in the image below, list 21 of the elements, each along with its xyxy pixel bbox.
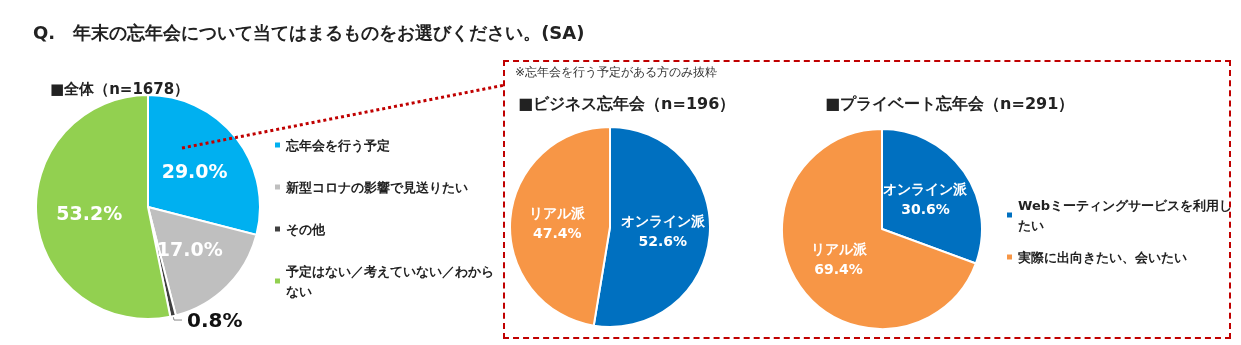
legend-label: その他 — [286, 221, 326, 237]
data-label: 53.2% — [56, 201, 123, 224]
data-label: 47.4% — [532, 224, 582, 241]
data-label: オンライン派 30.6% — [883, 180, 969, 217]
legend-label: 忘年会を行う予定 — [285, 137, 390, 153]
legend-label: Webミーティングサービスを利用したい — [1018, 197, 1232, 233]
data-label: 0.8% — [187, 308, 243, 333]
data-label: 17.0% — [156, 237, 223, 260]
chart-title: ■ビジネス忘年会（n=196） — [518, 93, 736, 113]
chart-title: Q. 年末の忘年会について当てはまるものをお選びください。(SA) — [33, 21, 585, 43]
legend-label: 予定はない／考えていない／わからない — [285, 263, 494, 299]
text: ※忘年会を行う予定がある方のみ抜粋 — [515, 65, 718, 79]
slice-label: オンライン派 — [620, 213, 706, 230]
legend-label: 実際に出向きたい、会いたい — [1017, 249, 1187, 265]
data-label: 29.0% — [161, 159, 228, 182]
data-label: 52.6% — [638, 233, 688, 250]
chart-subtitle: ■全体（n=1678） — [50, 79, 190, 98]
chart-title: ■プライベート忘年会（n=291） — [825, 93, 1075, 113]
slice-label: リアル派 — [529, 204, 587, 221]
legend-label: 新型コロナの影響で見送りたい — [285, 179, 468, 195]
data-label: リアル派 69.4% — [810, 241, 868, 278]
